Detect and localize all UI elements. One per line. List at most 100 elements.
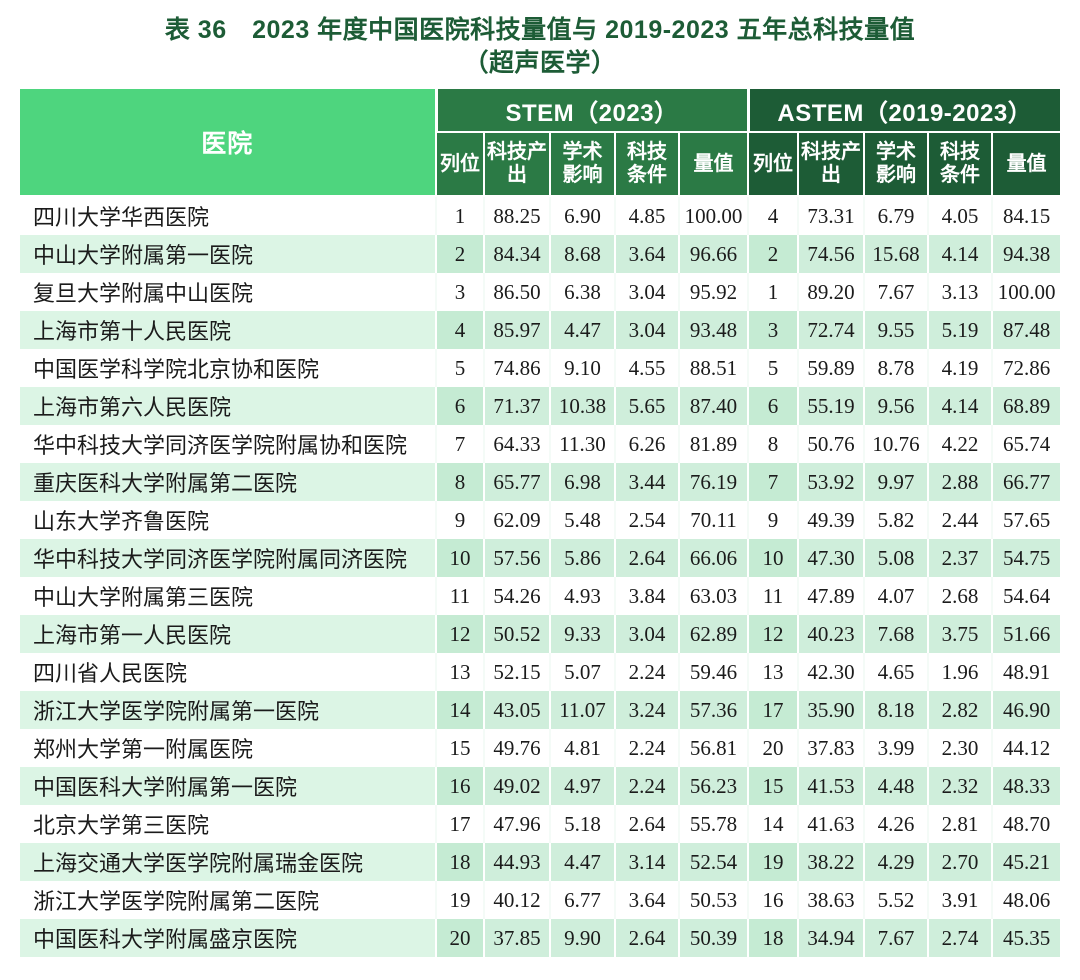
astem-output-cell: 73.31: [797, 195, 865, 235]
stem-output-cell: 54.26: [483, 577, 550, 615]
stem-condition-cell: 2.24: [614, 729, 679, 767]
astem-condition-cell: 2.70: [927, 843, 993, 881]
stem-condition-cell: 2.24: [614, 653, 679, 691]
astem-impact-cell: 9.97: [863, 463, 929, 501]
astem-condition-cell: 3.91: [927, 881, 993, 919]
stem-impact-cell: 11.30: [549, 425, 615, 463]
stem-value-cell: 50.53: [677, 881, 749, 919]
table-row: 上海交通大学医学院附属瑞金医院 18 44.93 4.47 3.14 52.54 19 38.…: [20, 843, 1061, 881]
stem-output-cell: 65.77: [483, 463, 550, 501]
stem-condition-cell: 3.64: [614, 235, 679, 273]
astem-rank-cell: 17: [747, 691, 799, 729]
astem-condition-cell: 2.68: [927, 577, 993, 615]
astem-value-cell: 57.65: [991, 501, 1061, 539]
table-row: 上海市第一人民医院 12 50.52 9.33 3.04 62.89 12 40.23 7.68…: [20, 615, 1061, 653]
stem-condition-cell: 2.64: [614, 539, 679, 577]
astem-rank-cell: 14: [747, 805, 799, 843]
stem-value-cell: 81.89: [677, 425, 749, 463]
astem-output-cell: 37.83: [797, 729, 865, 767]
astem-value-cell: 100.00: [991, 273, 1061, 311]
stem-rank-cell: 5: [435, 349, 484, 387]
hospital-name-cell: 中国医科大学附属盛京医院: [20, 919, 436, 957]
stem-value-cell: 56.81: [677, 729, 749, 767]
astem-value-header: 量值: [991, 131, 1061, 196]
hospital-name-cell: 中山大学附属第三医院: [20, 577, 436, 615]
stem-value-cell: 56.23: [677, 767, 749, 805]
stem-value-cell: 87.40: [677, 387, 749, 425]
stem-condition-cell: 2.24: [614, 767, 679, 805]
stem-rank-cell: 8: [435, 463, 484, 501]
stem-impact-cell: 4.81: [549, 729, 615, 767]
astem-output-cell: 49.39: [797, 501, 865, 539]
stem-condition-cell: 3.14: [614, 843, 679, 881]
table-title: 表 36 2023 年度中国医院科技量值与 2019-2023 五年总科技量值 …: [0, 0, 1080, 80]
stem-condition-cell: 2.64: [614, 805, 679, 843]
astem-impact-cell: 5.82: [863, 501, 929, 539]
astem-impact-cell: 4.65: [863, 653, 929, 691]
astem-rank-cell: 10: [747, 539, 799, 577]
astem-rank-cell: 4: [747, 195, 799, 235]
stem-output-cell: 71.37: [483, 387, 550, 425]
stem-condition-header: 科技条件: [614, 131, 679, 196]
astem-output-cell: 41.63: [797, 805, 865, 843]
stem-value-cell: 70.11: [677, 501, 749, 539]
stem-condition-cell: 3.04: [614, 615, 679, 653]
stem-condition-cell: 6.26: [614, 425, 679, 463]
stem-value-header: 量值: [677, 131, 749, 196]
table-row: 中山大学附属第三医院 11 54.26 4.93 3.84 63.03 11 47.89 4.0…: [20, 577, 1061, 615]
astem-output-cell: 50.76: [797, 425, 865, 463]
stem-condition-cell: 3.24: [614, 691, 679, 729]
stem-output-cell: 57.56: [483, 539, 550, 577]
hospital-name-cell: 四川大学华西医院: [20, 195, 436, 235]
table-row: 上海市第六人民医院 6 71.37 10.38 5.65 87.40 6 55.19 9.56 4…: [20, 387, 1061, 425]
stem-condition-cell: 3.44: [614, 463, 679, 501]
hospital-name-cell: 中山大学附属第一医院: [20, 235, 436, 273]
stem-condition-cell: 4.85: [614, 195, 679, 235]
astem-impact-cell: 4.26: [863, 805, 929, 843]
astem-value-cell: 45.21: [991, 843, 1061, 881]
stem-rank-cell: 10: [435, 539, 484, 577]
table-row: 四川大学华西医院 1 88.25 6.90 4.85 100.00 4 73.31 6.79 4.…: [20, 195, 1061, 235]
stem-value-cell: 95.92: [677, 273, 749, 311]
stem-output-cell: 62.09: [483, 501, 550, 539]
astem-value-cell: 51.66: [991, 615, 1061, 653]
astem-output-cell: 40.23: [797, 615, 865, 653]
rankings-table: 医院 STEM（2023） ASTEM（2019-2023） 列位 科技产出 学…: [20, 89, 1061, 957]
stem-output-cell: 49.02: [483, 767, 550, 805]
stem-impact-cell: 4.97: [549, 767, 615, 805]
stem-rank-cell: 7: [435, 425, 484, 463]
stem-condition-cell: 4.55: [614, 349, 679, 387]
astem-output-cell: 38.22: [797, 843, 865, 881]
astem-output-cell: 38.63: [797, 881, 865, 919]
table-row: 中国医学科学院北京协和医院 5 74.86 9.10 4.55 88.51 5 59.89 8.…: [20, 349, 1061, 387]
stem-condition-cell: 3.84: [614, 577, 679, 615]
astem-impact-cell: 5.08: [863, 539, 929, 577]
stem-value-cell: 96.66: [677, 235, 749, 273]
hospital-name-cell: 上海市第六人民医院: [20, 387, 436, 425]
stem-output-cell: 43.05: [483, 691, 550, 729]
stem-rank-cell: 17: [435, 805, 484, 843]
astem-condition-cell: 2.44: [927, 501, 993, 539]
astem-rank-cell: 1: [747, 273, 799, 311]
table-row: 北京大学第三医院 17 47.96 5.18 2.64 55.78 14 41.63 4.26 2…: [20, 805, 1061, 843]
stem-output-cell: 86.50: [483, 273, 550, 311]
group-header-row: 医院 STEM（2023） ASTEM（2019-2023）: [20, 89, 1061, 196]
table-body: 四川大学华西医院 1 88.25 6.90 4.85 100.00 4 73.31 6.79 4.…: [20, 195, 1061, 957]
stem-output-cell: 88.25: [483, 195, 550, 235]
astem-value-cell: 68.89: [991, 387, 1061, 425]
stem-output-cell: 44.93: [483, 843, 550, 881]
astem-rank-cell: 19: [747, 843, 799, 881]
stem-rank-cell: 3: [435, 273, 484, 311]
hospital-name-cell: 浙江大学医学院附属第二医院: [20, 881, 436, 919]
astem-condition-cell: 2.37: [927, 539, 993, 577]
astem-impact-cell: 8.18: [863, 691, 929, 729]
astem-value-cell: 87.48: [991, 311, 1061, 349]
hospital-name-cell: 华中科技大学同济医学院附属协和医院: [20, 425, 436, 463]
stem-value-cell: 50.39: [677, 919, 749, 957]
astem-value-cell: 48.91: [991, 653, 1061, 691]
hospital-name-cell: 中国医学科学院北京协和医院: [20, 349, 436, 387]
table-title-line1: 表 36 2023 年度中国医院科技量值与 2019-2023 五年总科技量值: [164, 16, 916, 44]
table-row: 浙江大学医学院附属第二医院 19 40.12 6.77 3.64 50.53 16 38.63…: [20, 881, 1061, 919]
table-row: 郑州大学第一附属医院 15 49.76 4.81 2.24 56.81 20 37.83 3.9…: [20, 729, 1061, 767]
astem-condition-cell: 1.96: [927, 653, 993, 691]
